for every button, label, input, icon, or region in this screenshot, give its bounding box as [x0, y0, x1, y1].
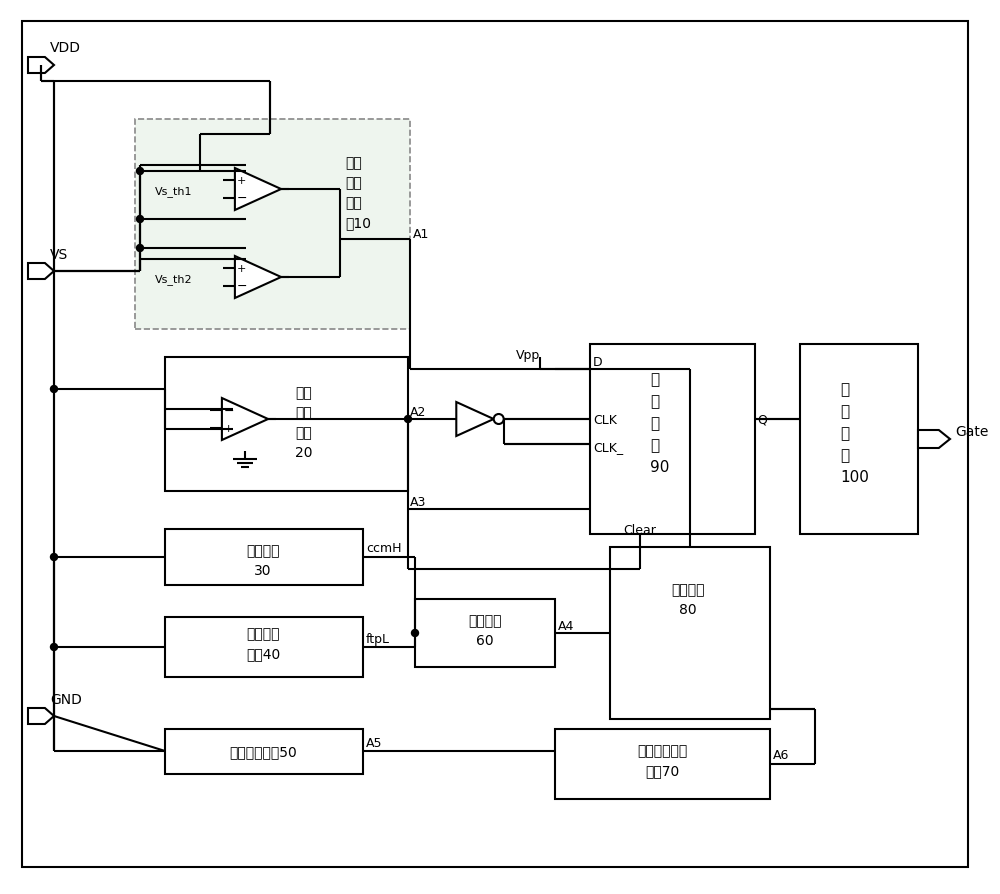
Bar — [415, 599, 555, 667]
Text: 发: 发 — [650, 394, 659, 409]
Text: +: + — [237, 264, 247, 274]
Bar — [610, 547, 770, 719]
Polygon shape — [235, 169, 281, 211]
Bar — [165, 618, 363, 678]
Text: 模式判断: 模式判断 — [246, 544, 280, 557]
Text: A3: A3 — [410, 496, 426, 509]
Text: 30: 30 — [254, 563, 272, 578]
Text: Q: Q — [757, 413, 767, 426]
Text: 故障保护: 故障保护 — [246, 627, 280, 640]
Text: 触: 触 — [650, 372, 659, 387]
Bar — [165, 358, 408, 492]
Circle shape — [51, 644, 58, 651]
Text: 80: 80 — [679, 603, 697, 616]
Bar — [165, 730, 363, 774]
Circle shape — [137, 245, 144, 252]
Text: 驱: 驱 — [840, 382, 849, 397]
Text: 电压: 电压 — [295, 385, 312, 400]
Circle shape — [412, 629, 419, 637]
Text: 块: 块 — [840, 448, 849, 463]
Text: 化模: 化模 — [345, 196, 362, 210]
Bar — [165, 529, 363, 586]
Text: D: D — [593, 356, 603, 369]
Text: 60: 60 — [476, 633, 494, 647]
Text: A1: A1 — [413, 227, 429, 240]
Text: 初始: 初始 — [345, 176, 362, 190]
Text: 检测: 检测 — [295, 406, 312, 419]
Text: Gate: Gate — [955, 425, 988, 439]
Text: 选择模块: 选择模块 — [468, 613, 502, 628]
Bar — [135, 120, 410, 330]
Text: 控制模块: 控制模块 — [671, 582, 705, 596]
Text: CLK_: CLK_ — [593, 441, 623, 454]
Text: 动: 动 — [840, 404, 849, 419]
Polygon shape — [918, 431, 950, 449]
Text: A4: A4 — [558, 619, 574, 632]
Bar — [555, 730, 770, 799]
Circle shape — [51, 554, 58, 561]
Text: 模: 模 — [650, 416, 659, 431]
Circle shape — [137, 216, 144, 224]
Text: ftpL: ftpL — [366, 632, 390, 645]
Text: 块10: 块10 — [345, 215, 371, 230]
Text: A5: A5 — [366, 737, 383, 750]
Text: 超前关断模块50: 超前关断模块50 — [229, 744, 297, 758]
Text: +: + — [224, 424, 234, 434]
Polygon shape — [28, 264, 54, 280]
Circle shape — [405, 416, 412, 423]
Text: 块: 块 — [650, 438, 659, 453]
Text: Vs_th1: Vs_th1 — [155, 186, 193, 198]
Text: A2: A2 — [410, 406, 426, 419]
Circle shape — [494, 415, 504, 425]
Text: A6: A6 — [773, 748, 789, 762]
Text: 模块: 模块 — [295, 426, 312, 440]
Text: Vpp: Vpp — [516, 350, 540, 362]
Text: GND: GND — [50, 692, 82, 706]
Text: −: − — [237, 280, 247, 293]
Text: 模块40: 模块40 — [246, 646, 280, 661]
Text: Vs_th2: Vs_th2 — [155, 274, 193, 285]
Text: Clear: Clear — [624, 523, 656, 536]
Bar — [800, 344, 918, 535]
Text: +: + — [237, 176, 247, 186]
Text: −: − — [224, 404, 234, 417]
Circle shape — [51, 386, 58, 393]
Text: 导通时间设定: 导通时间设定 — [637, 743, 687, 757]
Polygon shape — [456, 402, 494, 436]
Bar — [590, 344, 755, 535]
Polygon shape — [28, 58, 54, 74]
Text: CLK: CLK — [593, 413, 617, 426]
Polygon shape — [28, 708, 54, 724]
Text: 90: 90 — [650, 460, 669, 475]
Circle shape — [137, 168, 144, 175]
Text: 导通: 导通 — [345, 156, 362, 170]
Text: −: − — [237, 192, 247, 205]
Text: 20: 20 — [295, 445, 313, 460]
Text: 100: 100 — [840, 470, 869, 485]
Polygon shape — [235, 257, 281, 299]
Text: ccmH: ccmH — [366, 542, 402, 555]
Text: VS: VS — [50, 248, 68, 262]
Text: 模块70: 模块70 — [645, 763, 679, 777]
Polygon shape — [222, 399, 268, 441]
Text: 模: 模 — [840, 426, 849, 441]
Text: VDD: VDD — [50, 41, 81, 55]
